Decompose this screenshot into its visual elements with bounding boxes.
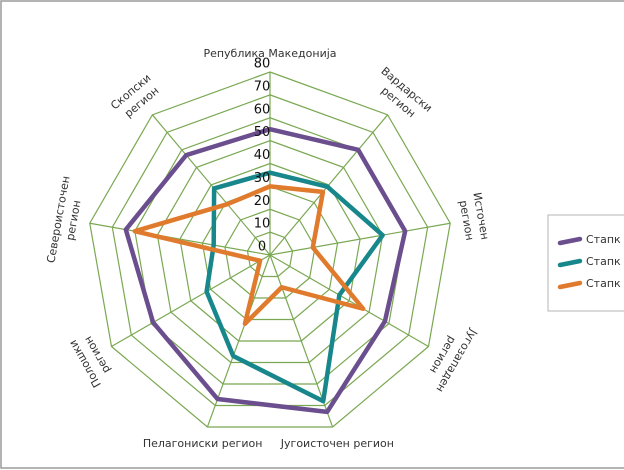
spoke	[151, 114, 271, 256]
spoke	[269, 222, 451, 256]
legend-swatch	[557, 236, 583, 246]
tick-label: 30	[254, 171, 271, 186]
tick-label: 40	[254, 148, 271, 163]
series-line	[204, 170, 385, 404]
spoke	[111, 254, 271, 348]
spoke	[269, 254, 429, 348]
tick-label: 70	[254, 79, 271, 94]
series-line	[132, 184, 366, 327]
series-line	[123, 126, 408, 415]
grid-ring	[156, 139, 384, 364]
tick-label: 20	[254, 194, 271, 209]
tick-label: 80	[254, 57, 271, 72]
category-label: Пелагониски регион	[143, 437, 263, 450]
grid-ring	[89, 71, 451, 428]
tick-label: 60	[254, 102, 271, 117]
legend-swatch	[557, 280, 583, 290]
category-label: Република Македонија	[203, 47, 336, 60]
category-label: Југоисточен регион	[280, 437, 394, 450]
spoke	[269, 114, 389, 256]
tick-label: 0	[258, 240, 266, 255]
legend-label: Стапк	[586, 277, 621, 290]
grid-ring	[246, 231, 294, 278]
spoke	[89, 222, 271, 256]
tick-label: 50	[254, 125, 271, 140]
tick-label: 10	[254, 217, 271, 232]
legend-swatch	[557, 258, 583, 268]
legend-label: Стапк	[586, 233, 621, 246]
legend-label: Стапк	[586, 255, 621, 268]
